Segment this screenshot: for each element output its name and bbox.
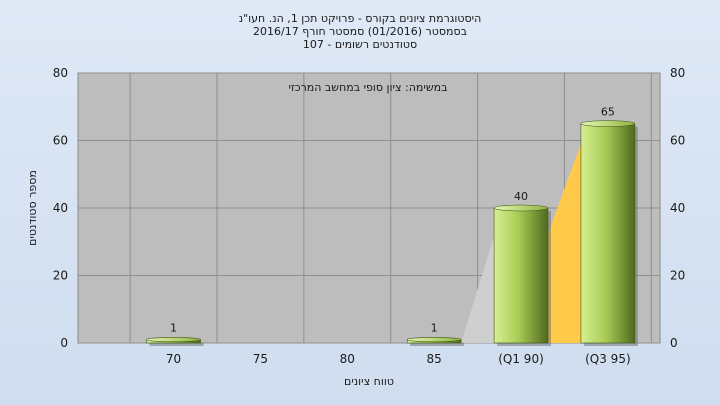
chart-annotation: במשימה: ציון סופי במחשב המרכזי bbox=[288, 81, 447, 94]
x-tick-4: (Q1 90) bbox=[498, 352, 544, 366]
bar-3 bbox=[406, 337, 465, 346]
axis-ticks: 0 0 20 20 40 40 60 60 80 80 70 75 80 85 (Q1 90) (Q3 95) bbox=[53, 66, 686, 366]
quartile-shadow bbox=[461, 236, 495, 343]
x-axis-label: טווח ציונים bbox=[344, 375, 394, 388]
y-tick-right-0: 0 bbox=[670, 336, 678, 350]
y-tick-right-3: 60 bbox=[670, 134, 685, 148]
y-tick-right-2: 40 bbox=[670, 201, 685, 215]
chart-title-line-3: סטודנטים רשומים - 107 bbox=[303, 38, 417, 51]
y-tick-left-0: 0 bbox=[60, 336, 68, 350]
quartile-fill bbox=[547, 143, 581, 343]
x-tick-2: 80 bbox=[340, 352, 355, 366]
y-tick-right-4: 80 bbox=[670, 66, 685, 80]
data-labels: 1 1 40 65 bbox=[170, 106, 615, 335]
y-axis-label: מספר סטודנטים bbox=[26, 170, 39, 246]
bar-4 bbox=[493, 204, 551, 346]
data-label-4: 40 bbox=[514, 190, 528, 203]
x-tick-5: (Q3 95) bbox=[585, 352, 631, 366]
x-tick-1: 75 bbox=[253, 352, 268, 366]
x-tick-0: 70 bbox=[166, 352, 181, 366]
y-tick-left-4: 80 bbox=[53, 66, 68, 80]
y-tick-right-1: 20 bbox=[670, 269, 685, 283]
x-tick-3: 85 bbox=[427, 352, 442, 366]
chart-title-line-2: בסמסטר (01/2016) סמסטר חורף 2016/17 bbox=[253, 25, 467, 38]
chart-title-line-1: היסטוגרמת ציונים בקורס - פרויקט תכן 1, ה… bbox=[239, 12, 482, 25]
y-tick-left-3: 60 bbox=[53, 134, 68, 148]
data-label-0: 1 bbox=[170, 322, 177, 335]
data-label-3: 1 bbox=[431, 322, 438, 335]
bar-0 bbox=[146, 337, 204, 346]
data-label-5: 65 bbox=[601, 106, 615, 119]
quartile-band bbox=[461, 143, 581, 343]
y-tick-left-1: 20 bbox=[53, 269, 68, 283]
bar-5 bbox=[580, 120, 638, 346]
y-tick-left-2: 40 bbox=[53, 201, 68, 215]
bars bbox=[146, 120, 638, 346]
